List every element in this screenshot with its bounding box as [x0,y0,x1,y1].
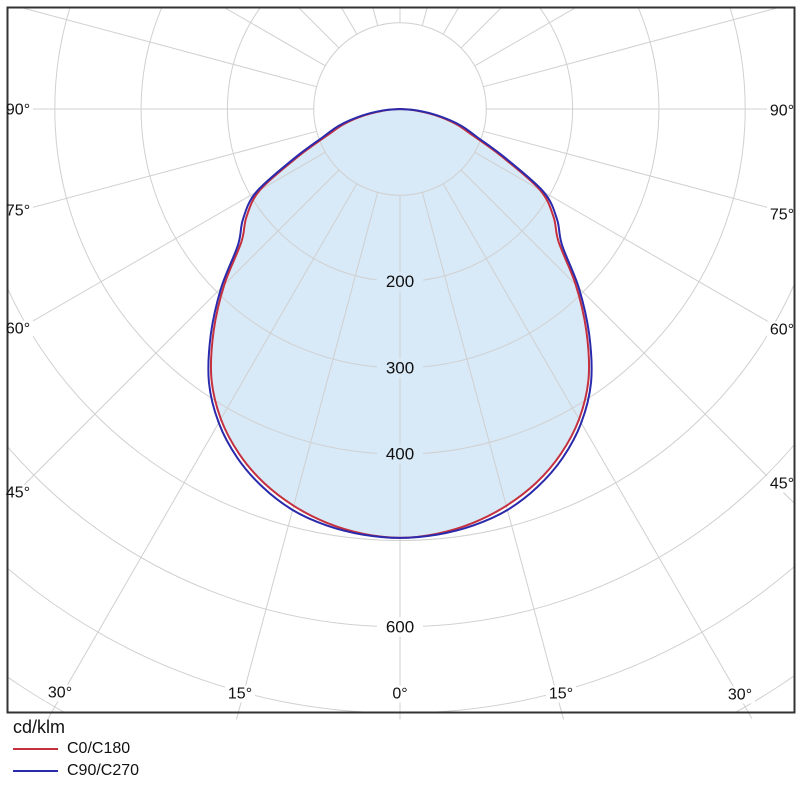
bottom-ray-ticks [47,712,753,720]
legend-label-c90-c270: C90/C270 [67,762,140,779]
angle-label-halo [3,202,33,220]
c90-c270-line-swatch [13,770,58,772]
ring-label-200: 200 [386,272,414,291]
angle-label-halo [3,101,33,119]
angle-label-bottom-0: 30° [48,685,72,702]
legend: cd/klm C0/C180 C90/C270 [13,716,413,782]
grid-ray-60deg [474,151,795,338]
ray-tick--30deg [47,712,53,719]
ring-label-halo-200 [377,272,423,292]
grid-ray-30deg [442,183,750,713]
angle-label-halo [767,206,797,224]
grid-ray-300deg [7,151,326,337]
angle-label-halo [3,320,33,338]
grid-ray-75deg [483,130,795,216]
grid-ray-285deg [7,130,317,215]
angle-label-left-45°: 45° [6,485,30,502]
legend-item-c90-c270: C90/C270 [13,760,413,782]
grid-ray-165deg [421,7,428,26]
grid-ray-15deg [421,192,563,713]
angle-label-right-75°: 75° [770,207,794,224]
angle-label-halo [3,484,33,502]
ray-tick--15deg [236,712,239,720]
grid-ray-45deg [460,169,795,505]
legend-label-c0-c180: C0/C180 [67,740,131,757]
angle-label-halos [3,101,797,704]
ring-label-halo-400 [377,444,423,464]
angle-label-halo [45,684,75,702]
grid-ray-240deg [223,7,326,67]
grid-ray-255deg [19,7,317,88]
angle-label-bottom-4: 30° [728,687,752,704]
grid-ray-210deg [340,7,358,35]
angle-label-right-60°: 60° [770,322,794,339]
c0-c180-line-swatch [13,748,58,750]
grid-ray-195deg [372,7,379,26]
ring-label-600: 600 [386,617,414,636]
angle-label-right-90°: 90° [770,103,794,120]
grid-ray-330deg [50,183,358,713]
angle-label-left-60°: 60° [6,321,30,338]
angle-label-halo [767,321,797,339]
ray-tick-15deg [561,712,564,720]
legend-item-c0-c180: C0/C180 [13,738,413,760]
angle-label-left-75°: 75° [6,203,30,220]
grid-ray-315deg [7,169,340,503]
grid-ray-345deg [237,192,379,713]
angle-label-halo [767,475,797,493]
angle-label-bottom-2: 0° [392,686,407,703]
angle-label-halo [385,685,415,703]
grid-ray-150deg [442,7,460,35]
ring-label-halo-300 [377,358,423,378]
angle-label-left-90°: 90° [6,102,30,119]
ring-label-halo-600 [377,617,423,637]
ring-label-300: 300 [386,358,414,377]
angle-label-bottom-3: 15° [549,686,573,703]
angle-label-halo [546,685,576,703]
legend-units-title: cd/klm [13,717,66,737]
ring-label-400: 400 [386,445,414,464]
angle-label-bottom-1: 15° [228,686,252,703]
angle-label-right-45°: 45° [770,476,794,493]
ray-tick-30deg [747,712,753,719]
angle-label-halo [725,686,755,704]
angle-label-halo [225,685,255,703]
plot-frame [6,6,796,714]
grid-ray-105deg [483,7,781,88]
angle-label-halo [767,102,797,120]
grid-ray-120deg [474,7,577,67]
curve-c90-c270 [207,108,593,539]
